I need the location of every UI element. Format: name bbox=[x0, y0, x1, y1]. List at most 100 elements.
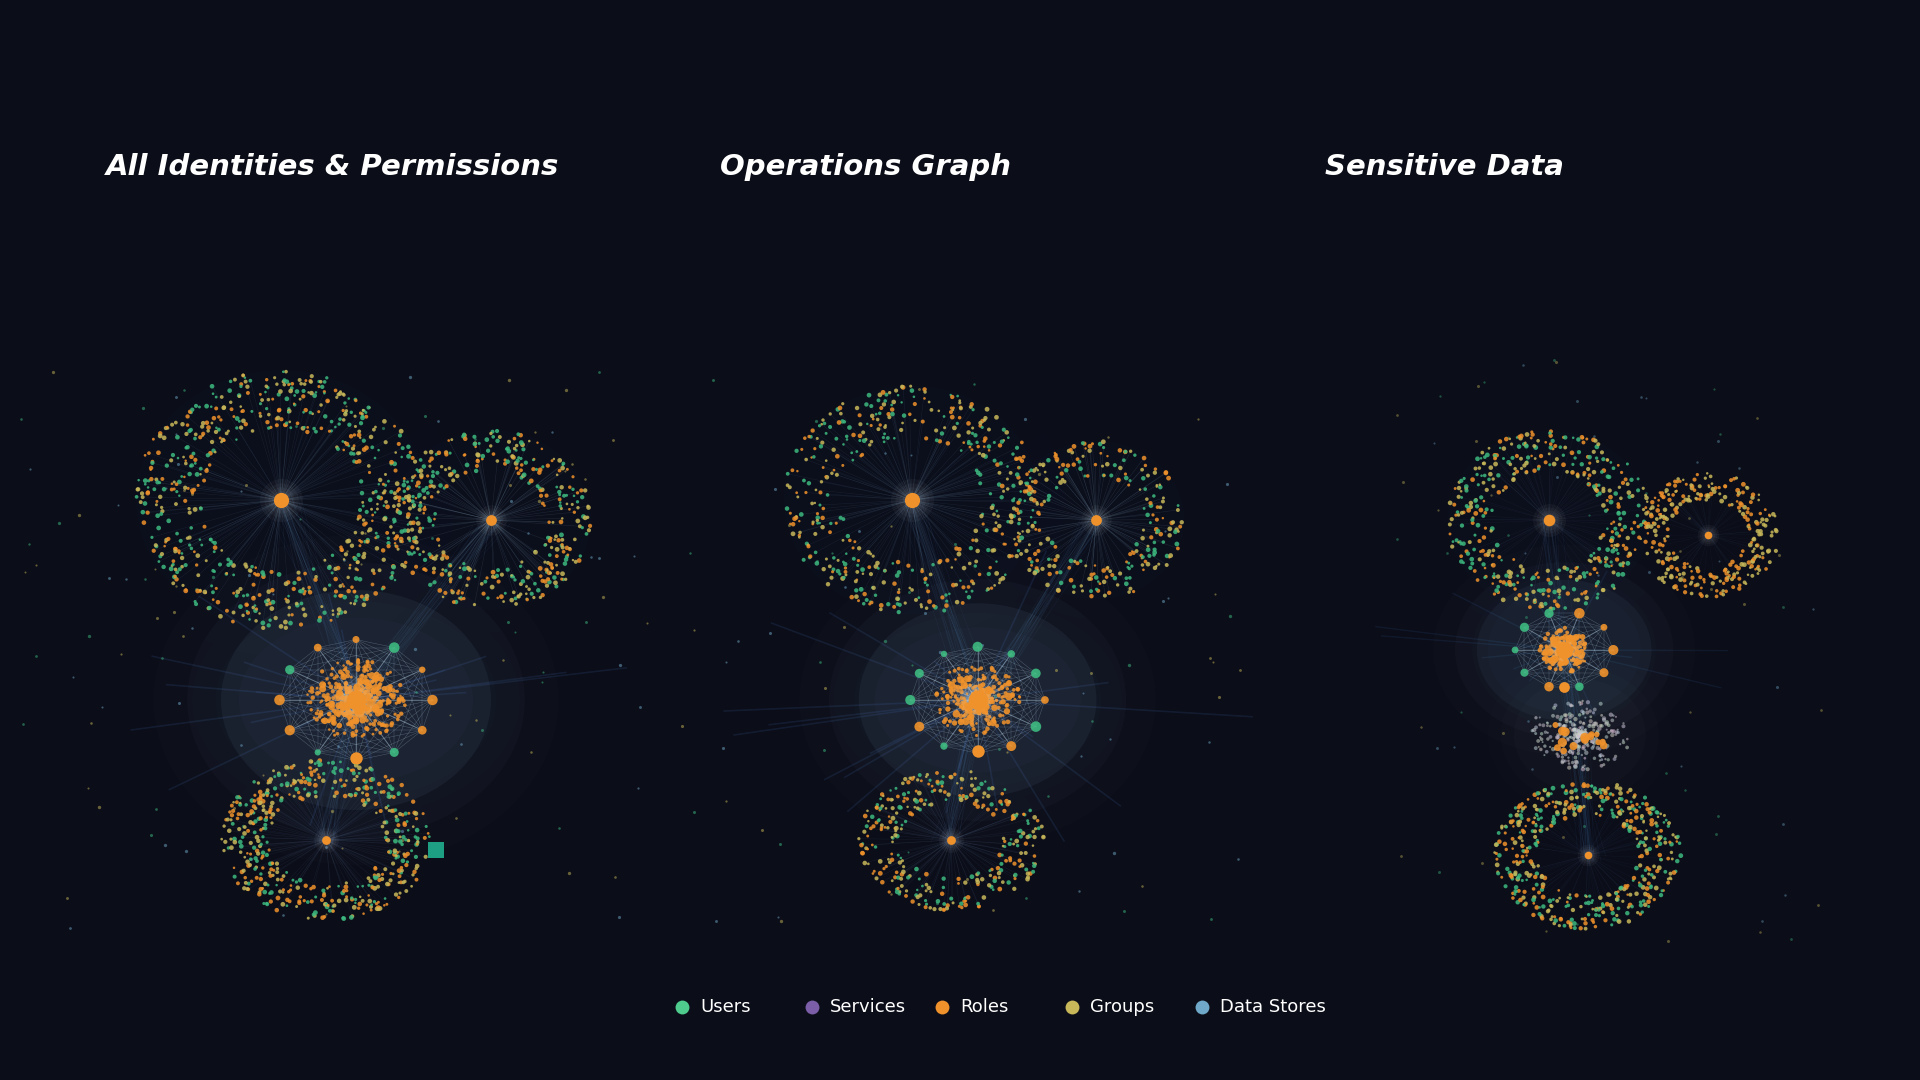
Point bbox=[877, 799, 908, 816]
Point bbox=[876, 886, 906, 903]
Point bbox=[1066, 578, 1096, 595]
Point bbox=[852, 543, 883, 561]
Point bbox=[557, 496, 588, 513]
Point bbox=[1500, 580, 1530, 597]
Point bbox=[1567, 724, 1597, 741]
Point bbox=[536, 565, 566, 582]
Point bbox=[1645, 829, 1676, 847]
Point bbox=[1075, 570, 1106, 588]
Point bbox=[1016, 509, 1046, 526]
Point bbox=[405, 519, 436, 537]
Point bbox=[772, 465, 803, 483]
Point bbox=[1465, 551, 1496, 568]
Point bbox=[394, 529, 424, 546]
Point bbox=[223, 810, 253, 827]
Point bbox=[132, 504, 163, 522]
Point bbox=[975, 862, 1006, 879]
Point bbox=[1596, 531, 1626, 549]
Point bbox=[1091, 568, 1121, 585]
Point bbox=[929, 645, 960, 662]
Point bbox=[1592, 740, 1622, 757]
Point bbox=[138, 431, 169, 448]
Point bbox=[136, 471, 167, 488]
Point bbox=[359, 692, 390, 710]
Point bbox=[547, 570, 578, 588]
Point bbox=[1480, 447, 1511, 464]
Point bbox=[1511, 591, 1542, 608]
Point bbox=[1043, 582, 1073, 599]
Point bbox=[250, 811, 280, 828]
Point bbox=[267, 872, 298, 889]
Point bbox=[979, 434, 1010, 451]
Point bbox=[278, 387, 309, 404]
Point bbox=[363, 893, 394, 910]
Point bbox=[588, 588, 618, 605]
Point bbox=[987, 678, 1018, 696]
Point bbox=[1613, 555, 1644, 572]
Point bbox=[1617, 812, 1647, 829]
Point bbox=[372, 473, 403, 490]
Point bbox=[991, 698, 1021, 715]
Point bbox=[344, 422, 374, 440]
Point bbox=[252, 596, 282, 613]
Point bbox=[1563, 731, 1594, 748]
Point bbox=[1534, 445, 1565, 462]
Point bbox=[1636, 508, 1667, 525]
Point bbox=[534, 514, 564, 531]
Point bbox=[159, 540, 190, 557]
Point bbox=[866, 400, 897, 417]
Point bbox=[1004, 532, 1035, 550]
Point bbox=[319, 689, 349, 706]
Point bbox=[361, 895, 392, 913]
Point bbox=[1553, 639, 1584, 657]
Point bbox=[1557, 775, 1588, 793]
Point bbox=[276, 375, 307, 392]
Point bbox=[1638, 800, 1668, 818]
Point bbox=[1008, 806, 1039, 823]
Point bbox=[296, 374, 326, 391]
Point bbox=[1094, 730, 1125, 747]
Point bbox=[1465, 449, 1496, 467]
Point bbox=[1722, 492, 1753, 510]
Point bbox=[1626, 808, 1657, 825]
Point bbox=[1006, 453, 1037, 470]
Point bbox=[445, 589, 476, 606]
Point bbox=[1546, 743, 1576, 760]
Point bbox=[1482, 851, 1513, 868]
Point bbox=[1561, 737, 1592, 754]
Point bbox=[1578, 914, 1609, 931]
Point bbox=[962, 691, 993, 708]
Point bbox=[294, 579, 324, 596]
Point bbox=[1148, 593, 1179, 610]
Point bbox=[378, 846, 409, 863]
Point bbox=[849, 423, 879, 441]
Point bbox=[286, 616, 317, 633]
Point bbox=[326, 885, 357, 902]
Point bbox=[344, 681, 374, 699]
Point bbox=[889, 858, 920, 875]
Point bbox=[1745, 526, 1776, 543]
Point bbox=[1567, 429, 1597, 446]
Point bbox=[860, 558, 891, 576]
Point bbox=[960, 531, 991, 549]
Point bbox=[1534, 739, 1565, 756]
Point bbox=[180, 595, 211, 612]
Point bbox=[839, 427, 870, 444]
Point bbox=[1665, 571, 1695, 589]
Point bbox=[778, 525, 808, 542]
Point bbox=[344, 654, 374, 672]
Point bbox=[979, 541, 1010, 558]
Point bbox=[171, 581, 202, 598]
Point bbox=[367, 866, 397, 883]
Point bbox=[384, 828, 415, 846]
Point bbox=[219, 868, 250, 886]
Point bbox=[541, 556, 572, 573]
Point bbox=[265, 491, 296, 509]
Point bbox=[1561, 654, 1592, 672]
Point bbox=[956, 711, 987, 728]
Point bbox=[1563, 742, 1594, 759]
Point bbox=[1647, 553, 1678, 570]
Point bbox=[910, 573, 941, 591]
Point bbox=[1634, 893, 1665, 910]
Point bbox=[228, 588, 259, 605]
